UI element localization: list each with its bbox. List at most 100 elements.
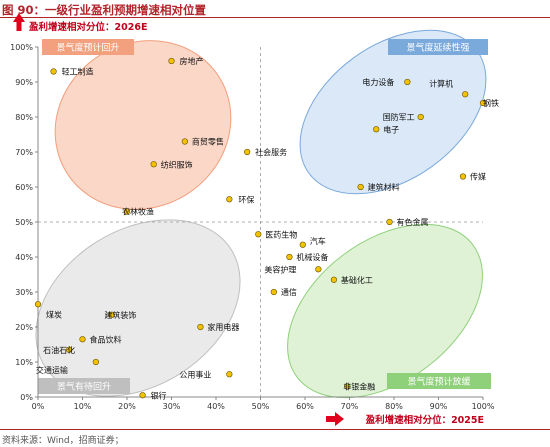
y-axis-arrow-icon xyxy=(13,13,25,31)
ticks-layer: 0% 10% 20% 30% 40% 50% 60% 70% 80% 90% 100% 0% 10% 20… xyxy=(10,43,495,411)
data-point-label: 公用事业 xyxy=(179,369,211,379)
zone-recovery-expected-label: 景气度预计回升 xyxy=(56,42,119,54)
zone-recovery-expected-label-box xyxy=(42,39,134,55)
zone-awaiting-recovery-label-box xyxy=(38,378,130,394)
zone-awaiting-recovery-label: 景气有待回升 xyxy=(57,381,111,393)
figure-title: 图 90：一级行业盈利预期增速相对位置 xyxy=(2,3,207,17)
x-tick-label: 40% xyxy=(207,402,225,411)
data-point-label: 通信 xyxy=(281,287,297,297)
zone-awaiting-recovery-ellipse xyxy=(35,219,241,397)
data-point-label: 钢铁 xyxy=(483,98,499,108)
x-tick-label: 0% xyxy=(32,402,45,411)
title-rule xyxy=(0,17,550,18)
data-point xyxy=(357,183,364,191)
data-point xyxy=(386,218,393,226)
y-tick-label: 100% xyxy=(10,43,33,52)
data-point xyxy=(373,126,380,133)
data-point xyxy=(92,358,99,366)
data-point xyxy=(255,231,262,238)
y-tick-label: 80% xyxy=(15,113,33,122)
data-point xyxy=(459,173,467,180)
data-point-label: 石油石化 xyxy=(43,345,75,355)
data-point-label: 商贸零售 xyxy=(192,137,224,147)
data-point xyxy=(226,371,233,378)
source-note: 资料来源：Wind，招商证券； xyxy=(2,436,124,446)
x-tick-label: 50% xyxy=(252,402,270,411)
data-point xyxy=(34,301,42,308)
data-point-label: 基础化工 xyxy=(341,275,373,285)
data-point-label: 有色金属 xyxy=(397,217,429,227)
zone-slowdown-expected-label-box xyxy=(387,373,491,389)
data-point xyxy=(79,336,86,343)
data-point xyxy=(197,323,204,331)
data-point-label: 建筑装饰 xyxy=(104,310,136,320)
data-point xyxy=(299,241,306,248)
data-point-label: 纺织服饰 xyxy=(161,159,193,169)
data-point xyxy=(66,346,73,353)
data-point xyxy=(150,161,157,168)
y-tick-label: 20% xyxy=(15,323,33,332)
data-point-label: 电子 xyxy=(383,124,399,134)
data-point xyxy=(50,68,57,75)
y-tick-label: 50% xyxy=(15,218,33,227)
y-tick-label: 40% xyxy=(15,253,33,262)
y-tick-label: 10% xyxy=(15,358,33,367)
data-point xyxy=(462,91,469,98)
data-point-label: 传媒 xyxy=(470,172,486,182)
x-tick-label: 30% xyxy=(163,402,181,411)
zone-strong-continuity-label: 景气度延续性强 xyxy=(406,42,469,54)
zone-slowdown-expected-ellipse xyxy=(287,223,483,399)
data-point-label: 机械设备 xyxy=(296,252,328,262)
data-point xyxy=(479,99,487,107)
y-tick-label: 90% xyxy=(15,78,33,87)
data-point xyxy=(181,138,188,145)
x-tick-label: 20% xyxy=(118,402,136,411)
y-tick-label: 60% xyxy=(15,183,33,192)
data-point-label: 农林牧渔 xyxy=(122,207,154,217)
data-point-label: 交通运输 xyxy=(36,365,68,375)
y-tick-label: 30% xyxy=(15,288,33,297)
x-tick-label: 70% xyxy=(341,402,359,411)
data-point xyxy=(270,288,277,296)
data-point-label: 家用电器 xyxy=(207,322,239,332)
data-point xyxy=(123,208,131,215)
data-point xyxy=(244,148,251,156)
data-point xyxy=(226,196,233,203)
x-axis-title: 盈利增速相对分位：2025E xyxy=(365,414,484,426)
data-point-label: 医药生物 xyxy=(265,229,297,239)
data-point-label: 建筑材料 xyxy=(368,182,400,192)
data-point-label: 国防军工 xyxy=(383,112,415,122)
data-point xyxy=(286,253,293,261)
data-point xyxy=(168,57,175,65)
data-point-label: 房地产 xyxy=(180,56,204,66)
data-point xyxy=(344,383,351,390)
data-point xyxy=(330,276,338,283)
axis-notes: 盈利增速相对分位：2026E 盈利增速相对分位：2025E xyxy=(13,13,484,426)
zone-recovery-expected-ellipse xyxy=(54,40,232,210)
x-axis-arrow-icon xyxy=(326,412,344,426)
x-tick-label: 60% xyxy=(296,402,314,411)
x-tick-label: 90% xyxy=(430,402,448,411)
source-rule xyxy=(0,429,550,430)
data-point xyxy=(404,78,411,86)
x-tick-label: 100% xyxy=(472,402,495,411)
data-point xyxy=(139,392,146,399)
y-tick-label: 70% xyxy=(15,148,33,157)
data-point-label: 汽车 xyxy=(310,236,326,246)
data-point-label: 环保 xyxy=(238,194,254,204)
data-point-label: 银行 xyxy=(151,390,167,400)
y-axis-title: 盈利增速相对分位：2026E xyxy=(28,21,147,33)
data-point-label: 非银金融 xyxy=(343,382,375,392)
y-tick-label: 0% xyxy=(20,393,33,402)
x-tick-label: 10% xyxy=(74,402,92,411)
data-point-label: 食品饮料 xyxy=(90,334,122,344)
data-point-label: 美容护理 xyxy=(264,264,296,274)
zone-slowdown-expected-label: 景气度预计放缓 xyxy=(407,376,470,388)
data-point-label: 电力设备 xyxy=(362,77,394,87)
data-point-label: 计算机 xyxy=(429,78,453,88)
x-tick-label: 80% xyxy=(385,402,403,411)
zone-strong-continuity-label-box xyxy=(388,39,488,55)
